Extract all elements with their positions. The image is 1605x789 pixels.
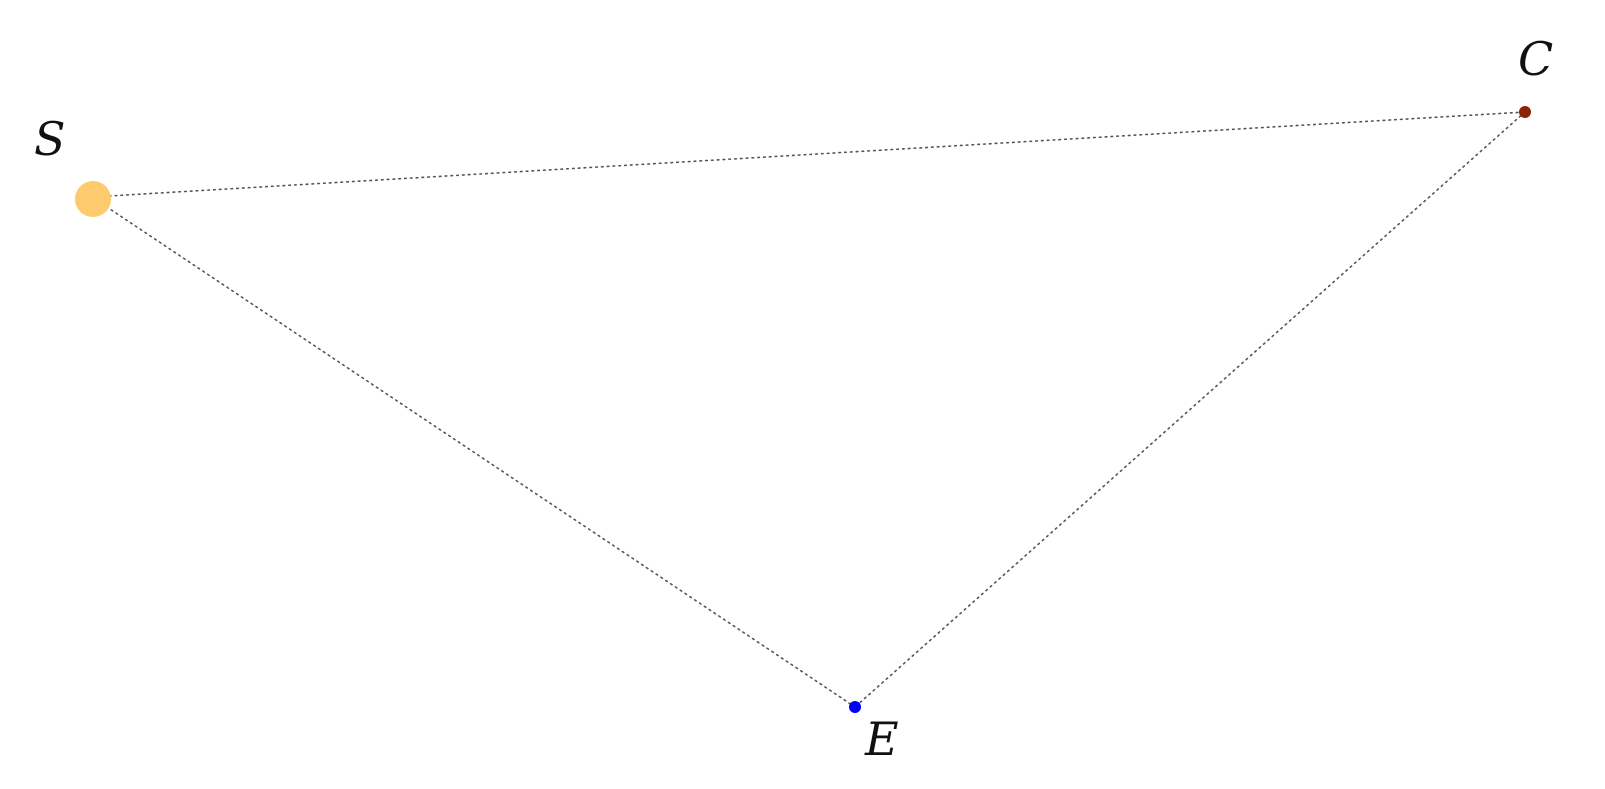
- point-s-marker: [75, 181, 111, 217]
- point-s-label: S: [34, 112, 66, 166]
- edge-c-e: [854, 111, 1526, 708]
- edge-s-e: [91, 196, 856, 708]
- point-e-marker: [849, 701, 861, 713]
- point-c-label: C: [1518, 32, 1553, 86]
- point-c-marker: [1519, 106, 1531, 118]
- point-e-label: E: [864, 712, 899, 766]
- edge-s-c: [91, 111, 1526, 198]
